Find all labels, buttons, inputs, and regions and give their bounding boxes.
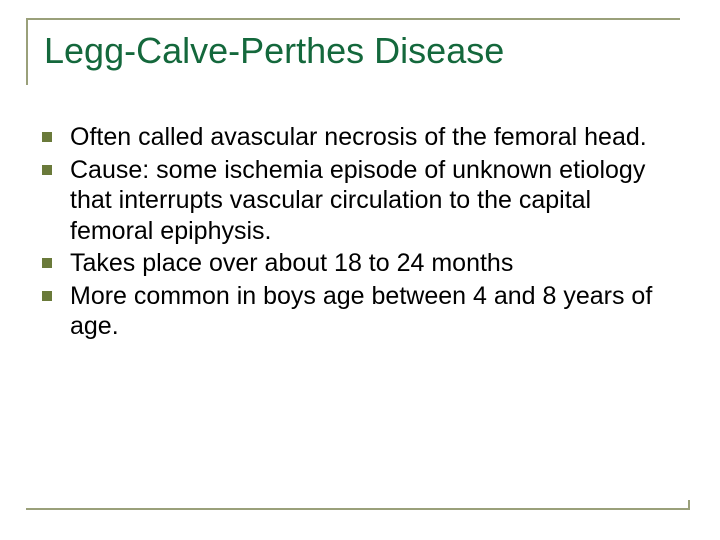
list-item: Often called avascular necrosis of the f… xyxy=(36,122,670,153)
title-frame: Legg-Calve-Perthes Disease xyxy=(26,18,680,85)
list-item: Takes place over about 18 to 24 months xyxy=(36,248,670,279)
body-region: Often called avascular necrosis of the f… xyxy=(36,122,670,344)
footer-rule xyxy=(26,500,690,510)
slide-title: Legg-Calve-Perthes Disease xyxy=(44,30,680,71)
list-item: More common in boys age between 4 and 8 … xyxy=(36,281,670,342)
bullet-list: Often called avascular necrosis of the f… xyxy=(36,122,670,342)
slide: Legg-Calve-Perthes Disease Often called … xyxy=(0,0,720,540)
title-rule: Legg-Calve-Perthes Disease xyxy=(26,18,680,85)
list-item: Cause: some ischemia episode of unknown … xyxy=(36,155,670,247)
